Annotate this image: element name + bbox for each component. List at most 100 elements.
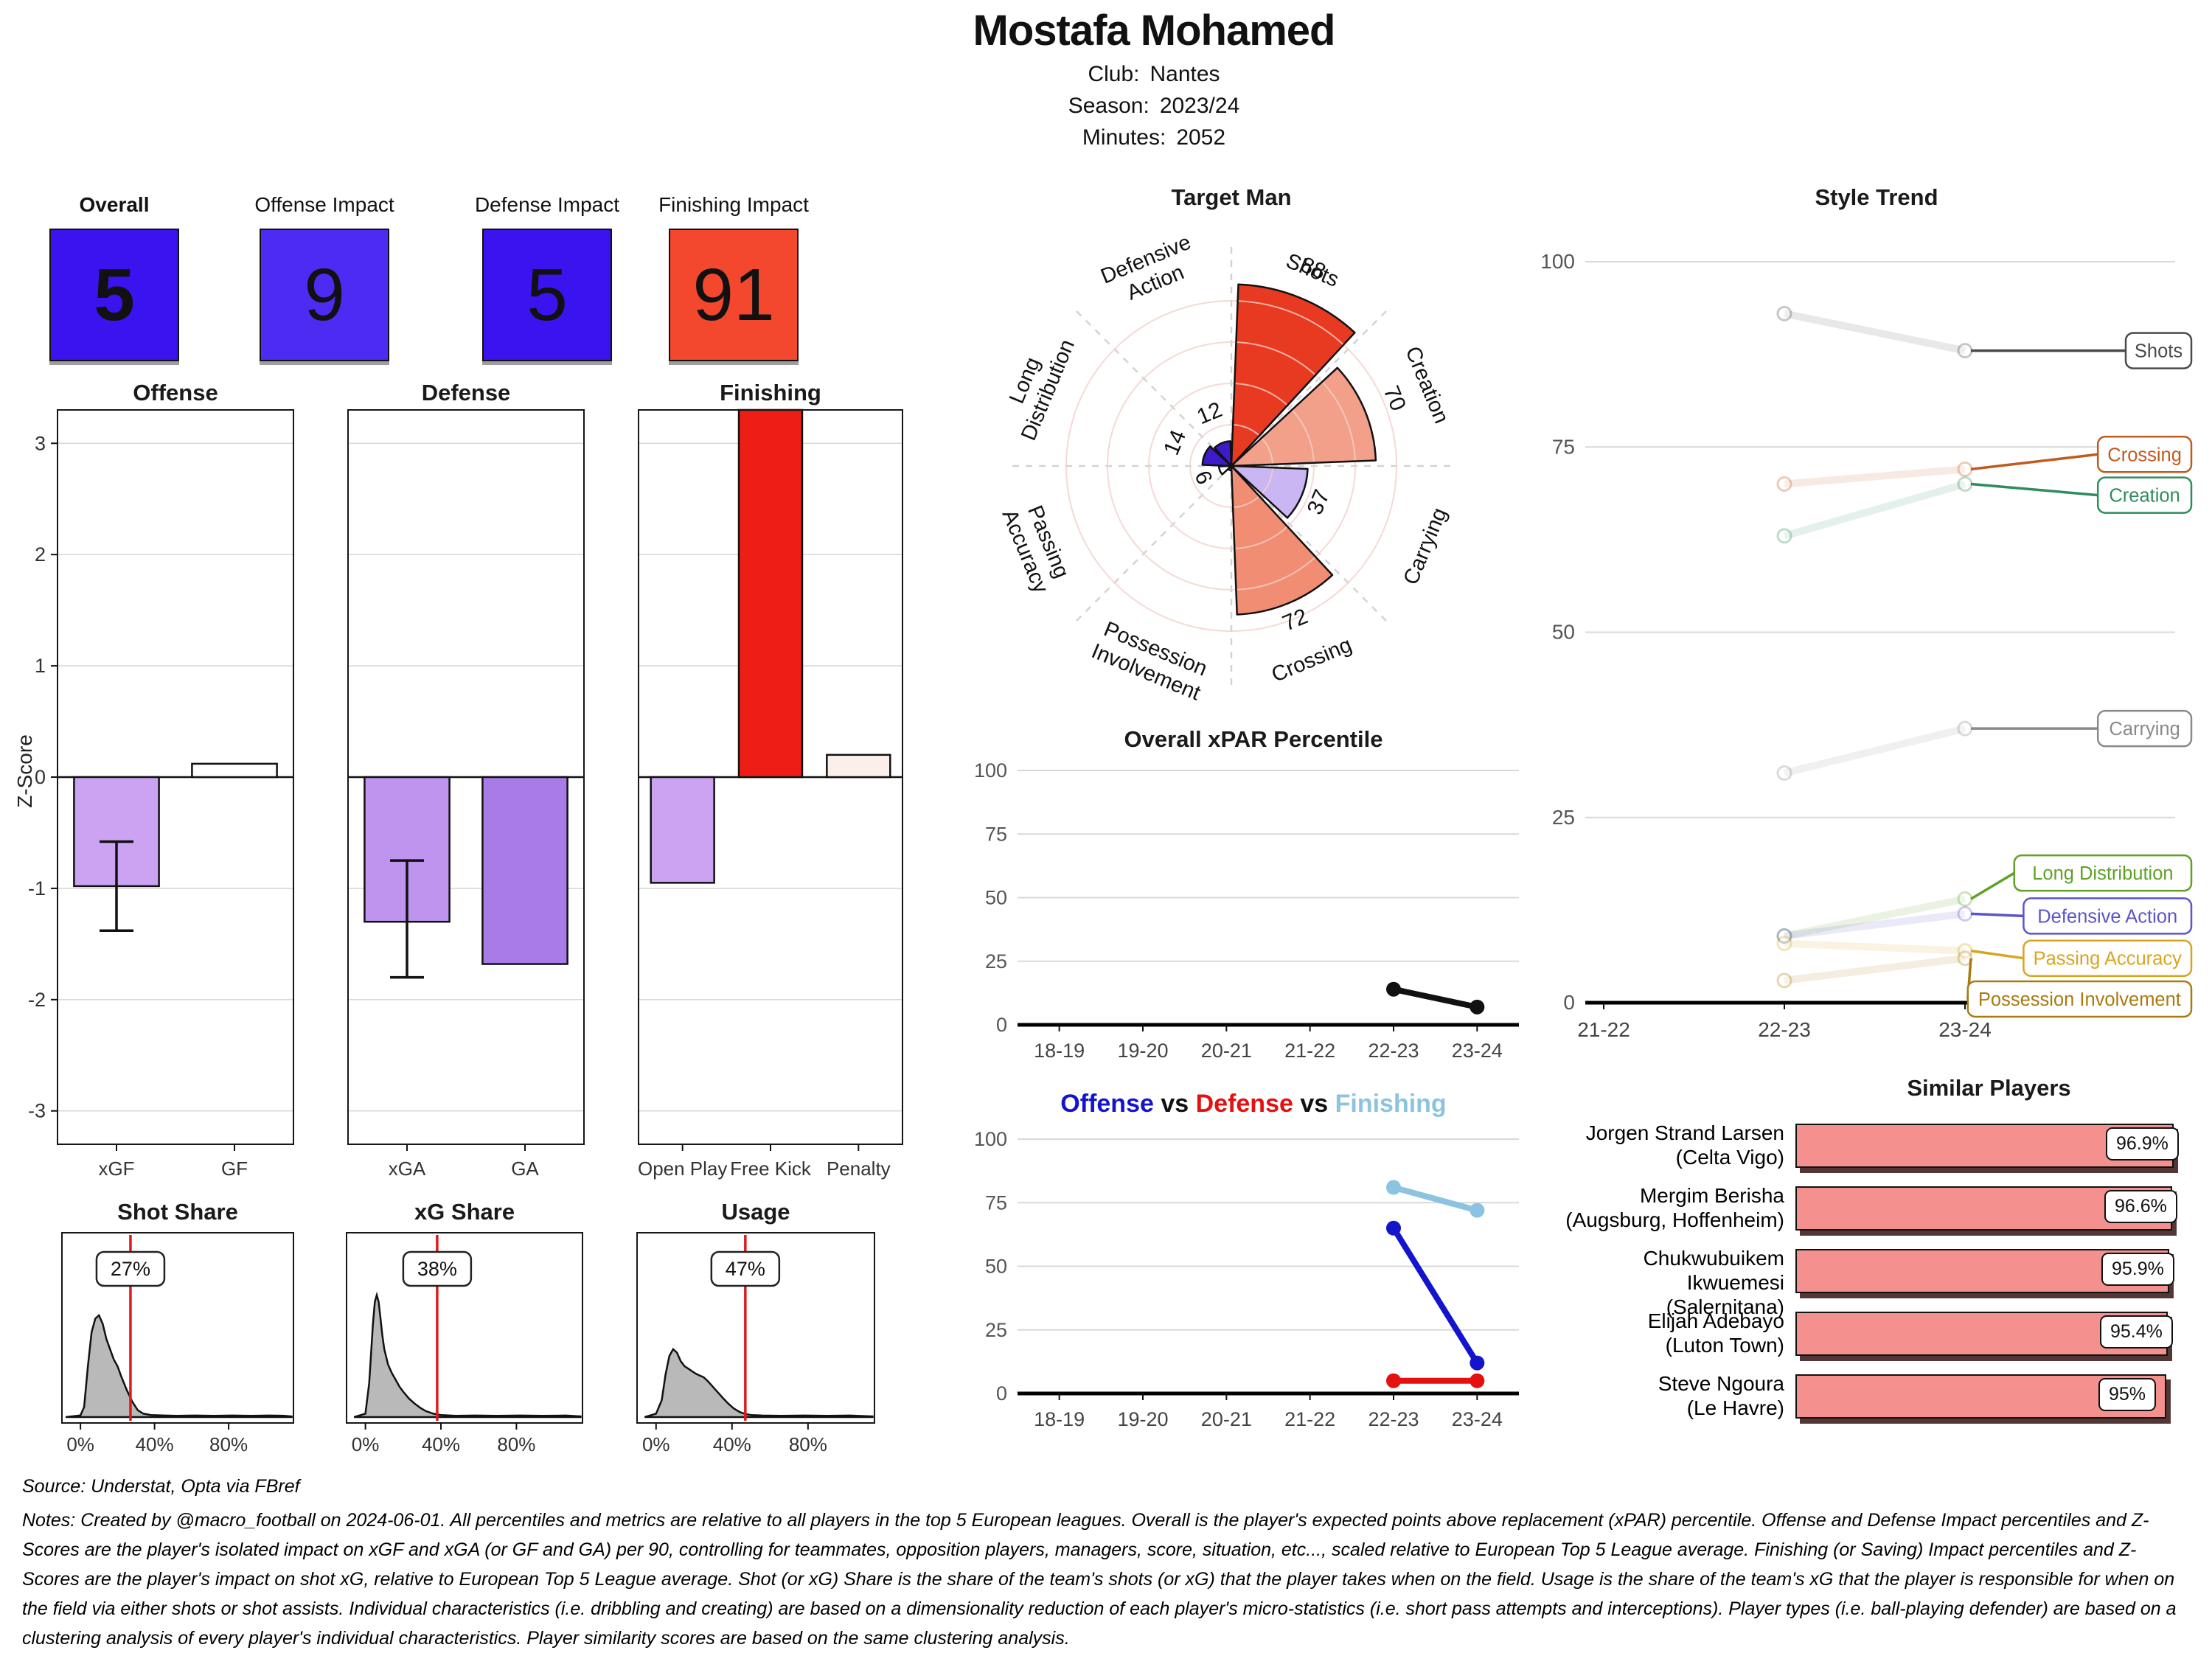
density-curve [65, 1313, 293, 1419]
similar-player-row: Steve Ngoura (Le Havre) 95% [1541, 1370, 2205, 1421]
usage-svg: 47% 0% 40% 80% [636, 1232, 875, 1455]
series-point-finishing [1386, 1180, 1401, 1195]
y-tick-label: 50 [985, 887, 1007, 909]
value-chip-label: 27% [111, 1258, 150, 1280]
impact-card-box: 5 [49, 229, 179, 361]
x-tick-label: 40% [713, 1433, 751, 1455]
y-tick-label: 100 [1540, 250, 1575, 273]
y-tick-label: 0 [996, 1014, 1007, 1036]
x-tick-label: 23-24 [1452, 1408, 1503, 1430]
y-tick-label: 25 [1552, 806, 1575, 829]
trend-label-text: Carrying [2109, 719, 2180, 740]
radar-svg: 88Shots70Creation37Carrying72CrossingPos… [994, 231, 1455, 706]
shot-share-svg: 27% 0% 40% 80% [61, 1232, 294, 1455]
trend-line-long-distribution [1783, 895, 1966, 940]
trend-label-text: Passing Accuracy [2034, 949, 2183, 970]
y-tick-label: 2 [35, 543, 46, 566]
notes-text: Notes: Created by @macro_football on 202… [22, 1510, 2177, 1649]
share-panel-title: xG Share [414, 1199, 515, 1225]
x-tick-label: Free Kick [730, 1158, 812, 1180]
x-tick-label: 21-22 [1284, 1408, 1335, 1430]
radar-wedge-creation [1231, 367, 1376, 466]
impact-card-offense-impact: Offense Impact 9 [214, 193, 435, 361]
impact-card-value: 5 [94, 254, 135, 336]
club-value: Nantes [1150, 62, 1220, 86]
radar-category-label: PossessionInvolvement [1088, 616, 1214, 706]
season-value: 2023/24 [1159, 94, 1240, 118]
value-chip-label: 38% [417, 1258, 457, 1280]
style-trend-title: Style Trend [1815, 184, 1938, 210]
trend-label-box-crossing [2096, 436, 2193, 473]
share-panel-title: Shot Share [117, 1199, 238, 1225]
x-tick-label: 80% [789, 1433, 827, 1455]
impact-card-value: 5 [526, 254, 568, 336]
y-tick-label: -2 [28, 989, 46, 1011]
y-tick-label: 100 [974, 1128, 1007, 1150]
trend-line-creation [1783, 480, 1966, 540]
zscore-panel-title: Defense [421, 380, 511, 406]
trend-line-crossing [1784, 465, 1966, 488]
trend-line-carrying [1783, 725, 1966, 777]
minutes-line: Minutes: 2052 [0, 125, 2212, 150]
y-tick-label: 25 [985, 950, 1007, 972]
season-label: Season: [1068, 94, 1150, 118]
trend-label-box-long-distribution [2013, 854, 2193, 892]
trend-label-box-carrying [2096, 709, 2193, 748]
similarity-value-chip: 96.6% [2104, 1190, 2177, 1223]
similar-player-name: Elijah Adebayo (Luton Town) [1647, 1309, 1784, 1357]
bar-Open Play [650, 776, 715, 884]
x-tick-label: 18-19 [1034, 1040, 1085, 1062]
x-tick-label: 40% [422, 1433, 460, 1455]
x-tick-label: 19-20 [1117, 1040, 1168, 1062]
radar-value-label: 72 [1279, 604, 1311, 636]
source-text: Source: Understat, Opta via FBref [22, 1476, 300, 1497]
series-point-overall xpar [1470, 999, 1485, 1015]
trend-label-text: Long Distribution [2032, 863, 2173, 884]
x-tick-label: 22-23 [1758, 1018, 1811, 1041]
radar-category-label: DefensiveAction [1097, 231, 1203, 312]
x-tick-label: 40% [136, 1433, 174, 1455]
radar-title: Target Man [1171, 184, 1292, 210]
xpar-title: Overall xPAR Percentile [1124, 726, 1383, 752]
x-tick-label: Penalty [827, 1158, 891, 1180]
impact-card-box: 9 [260, 229, 389, 361]
y-tick-label: 0 [1563, 991, 1575, 1014]
y-tick-label: 50 [985, 1256, 1007, 1278]
impact-card-label: Offense Impact [254, 193, 394, 216]
zscore-defense-svg: xGA GA [347, 409, 585, 1180]
x-tick-label: GF [221, 1158, 248, 1180]
radar-wedge-crossing [1231, 466, 1332, 615]
trend-label-text: Crossing [2107, 445, 2182, 465]
trend-label-box-defensive-action [2023, 897, 2193, 935]
player-header: Mostafa Mohamed Club: Nantes Season: 2023/… [0, 6, 2212, 150]
similarity-value-chip: 96.9% [2106, 1127, 2179, 1160]
y-tick-label: 100 [974, 759, 1007, 782]
x-tick-label: 21-22 [1577, 1018, 1630, 1041]
trend-label-box-creation [2096, 476, 2193, 514]
value-chip-label: 47% [726, 1258, 765, 1280]
x-tick-label: 23-24 [1938, 1018, 1992, 1041]
radar-category-label: PassingAccuracy [997, 497, 1076, 597]
impact-card-overall: Overall 5 [4, 193, 225, 361]
radar-value-label: 37 [1303, 486, 1335, 518]
x-tick-label: 0% [66, 1433, 94, 1455]
trend-label-text: Creation [2109, 486, 2180, 507]
bar-Free Kick [737, 408, 804, 779]
minutes-label: Minutes: [1082, 125, 1166, 150]
x-tick-label: 18-19 [1034, 1408, 1085, 1430]
radar-wedge-long-distribution [1202, 446, 1231, 466]
zscore-panel-title: Finishing [720, 380, 821, 406]
x-tick-label: 80% [209, 1433, 248, 1455]
x-tick-label: 0% [642, 1433, 670, 1455]
radar-category-label: LongDistribution [994, 327, 1079, 444]
trend-line-defensive-action [1784, 910, 1966, 940]
trend-label-text: Shots [2135, 341, 2183, 362]
style-trend-svg: 0 25 50 75 100 21-22 22-23 23-24 Shots Crossing Cr… [1540, 250, 2193, 1041]
impact-card-box: 5 [482, 229, 612, 361]
similar-player-row: Jorgen Strand Larsen (Celta Vigo) 96.9% [1541, 1119, 2205, 1171]
x-tick-label: 20-21 [1201, 1408, 1252, 1430]
similar-player-row: Mergim Berisha (Augsburg, Hoffenheim) 96.6… [1541, 1182, 2205, 1233]
radar-value-label: 70 [1379, 383, 1411, 414]
impact-card-value: 91 [692, 254, 775, 336]
radar-wedge-carrying [1231, 466, 1308, 518]
